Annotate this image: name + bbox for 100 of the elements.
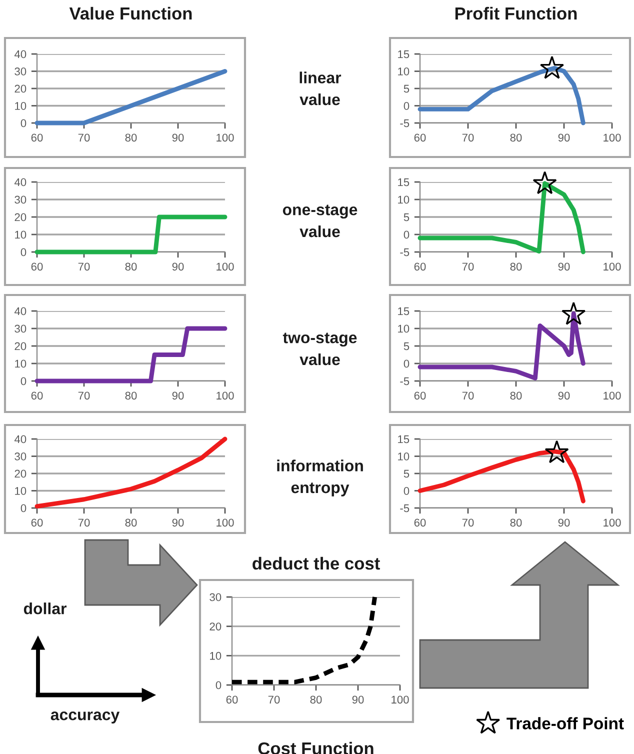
y-tick-label: -5 — [400, 504, 410, 512]
x-tick-label: 80 — [125, 392, 137, 400]
y-tick-label: 20 — [14, 342, 26, 350]
x-tick-label: 90 — [558, 262, 570, 271]
x-tick-label: 100 — [216, 134, 234, 142]
y-tick-label: 10 — [398, 452, 410, 460]
x-tick-label: 70 — [78, 392, 90, 400]
x-tick-label: 80 — [510, 392, 522, 400]
x-tick-label: 100 — [604, 518, 621, 527]
text: two-stage value — [282, 332, 357, 366]
x-tick-label: 70 — [462, 518, 474, 527]
y-tick-label: 10 — [210, 652, 222, 660]
y-tick-label: 0 — [404, 360, 410, 368]
x-tick-label: 60 — [414, 134, 426, 142]
y-tick-label: 0 — [20, 504, 26, 512]
x-tick-label: 90 — [172, 134, 184, 142]
x-tick-label: 90 — [352, 696, 364, 704]
x-tick-label: 60 — [31, 262, 43, 271]
y-tick-label: 40 — [14, 307, 26, 316]
x-tick-label: 80 — [510, 134, 522, 142]
x-tick-label: 70 — [462, 134, 474, 142]
y-tick-label: 30 — [14, 452, 26, 460]
y-tick-label: -5 — [400, 119, 410, 128]
y-tick-label: -5 — [400, 377, 410, 386]
y-tick-label: 5 — [404, 470, 410, 478]
text: one-stage value — [282, 204, 358, 238]
x-tick-label: 60 — [31, 392, 43, 400]
y-tick-label: 15 — [398, 178, 410, 186]
x-tick-label: 60 — [226, 696, 238, 704]
y-tick-label: 40 — [14, 435, 26, 444]
text: dollar — [24, 602, 67, 614]
chart-title: deduct the cost — [252, 556, 380, 570]
y-tick-label: 20 — [14, 213, 26, 222]
x-tick-label: 80 — [125, 134, 137, 142]
x-tick-label: 70 — [268, 696, 280, 704]
y-tick-label: 40 — [14, 50, 26, 58]
x-tick-label: 100 — [604, 392, 621, 400]
chart-title: Profit Function — [455, 6, 577, 20]
x-tick-label: 100 — [604, 262, 621, 271]
x-tick-label: 60 — [31, 134, 43, 142]
x-tick-label: 60 — [31, 518, 43, 527]
y-tick-label: 15 — [398, 435, 410, 444]
chart-title: Value Function — [69, 6, 192, 20]
y-tick-label: 15 — [398, 307, 410, 316]
y-tick-label: 0 — [20, 377, 26, 386]
x-tick-label: 80 — [510, 518, 522, 527]
y-tick-label: 0 — [404, 102, 410, 110]
y-tick-label: 5 — [404, 342, 410, 350]
x-tick-label: 80 — [125, 262, 137, 271]
y-tick-label: 15 — [398, 50, 410, 58]
y-tick-label: 10 — [15, 487, 26, 495]
y-tick-label: 0 — [20, 248, 26, 256]
y-tick-label: 0 — [404, 230, 410, 239]
x-tick-label: 90 — [558, 392, 570, 400]
y-tick-label: 5 — [404, 84, 410, 93]
x-tick-label: 60 — [414, 518, 426, 527]
x-tick-label: 90 — [558, 134, 570, 142]
x-tick-label: 70 — [78, 518, 90, 527]
x-tick-label: 70 — [462, 262, 474, 271]
y-tick-label: 20 — [14, 84, 26, 93]
y-tick-label: 5 — [404, 213, 410, 222]
y-tick-label: -5 — [400, 248, 410, 256]
x-tick-label: 80 — [125, 518, 137, 527]
y-tick-label: 30 — [14, 196, 26, 204]
x-tick-label: 90 — [172, 518, 184, 527]
y-tick-label: 30 — [14, 68, 26, 76]
x-tick-label: 90 — [172, 262, 184, 271]
text: accuracy — [50, 712, 120, 724]
x-tick-label: 70 — [462, 392, 474, 400]
y-tick-label: 40 — [14, 178, 26, 186]
y-tick-label: 0 — [216, 681, 222, 690]
x-tick-label: 70 — [78, 262, 90, 271]
text: linear value — [300, 72, 342, 106]
y-tick-label: 30 — [210, 593, 222, 602]
y-tick-label: 10 — [398, 324, 410, 333]
x-tick-label: 70 — [78, 134, 90, 142]
y-tick-label: 0 — [404, 487, 410, 495]
x-tick-label: 60 — [414, 392, 426, 400]
x-tick-label: 100 — [392, 696, 409, 704]
x-tick-label: 90 — [558, 518, 570, 527]
y-tick-label: 30 — [14, 324, 26, 333]
x-tick-label: 100 — [216, 262, 234, 271]
legend-label: Trade-off Point — [506, 717, 624, 730]
y-tick-label: 10 — [15, 230, 26, 239]
line-series — [34, 436, 228, 508]
y-tick-label: 20 — [14, 470, 26, 478]
y-tick-label: 20 — [210, 622, 222, 630]
y-tick-label: 0 — [20, 119, 26, 128]
x-tick-label: 90 — [172, 392, 184, 400]
x-tick-label: 100 — [604, 134, 621, 142]
y-tick-label: 10 — [398, 196, 410, 204]
x-tick-label: 100 — [216, 518, 234, 527]
y-tick-label: 10 — [15, 360, 26, 368]
text: information entropy — [277, 460, 363, 496]
x-tick-label: 80 — [310, 696, 322, 704]
x-tick-label: 80 — [510, 262, 522, 271]
x-tick-label: 60 — [414, 262, 426, 271]
y-tick-label: 10 — [398, 68, 410, 76]
y-tick-label: 10 — [15, 102, 26, 110]
x-tick-label: 100 — [216, 392, 234, 400]
